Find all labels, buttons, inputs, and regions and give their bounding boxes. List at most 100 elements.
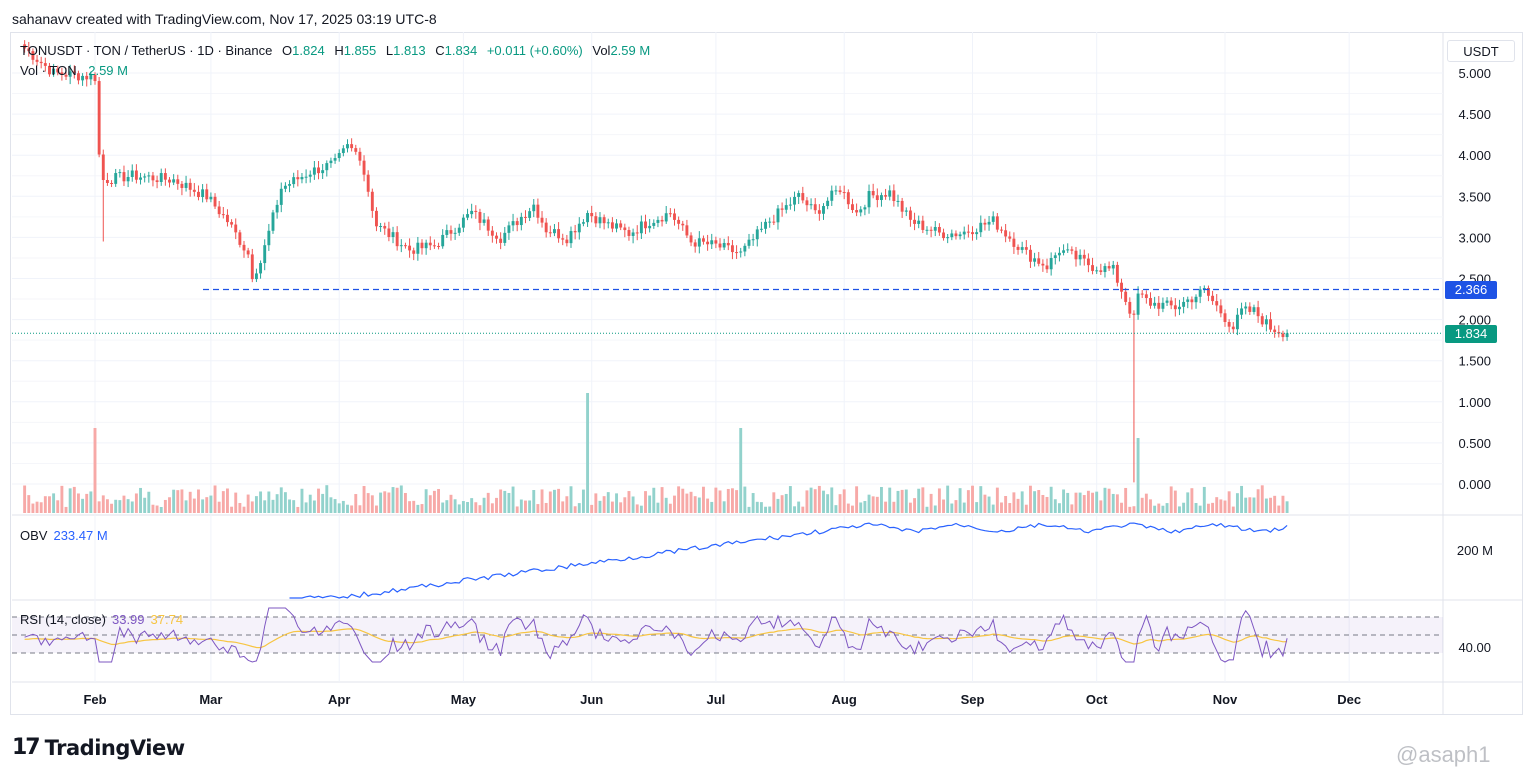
candle-body (639, 221, 643, 234)
candle-body (668, 213, 672, 215)
volume-bar (383, 491, 387, 513)
candle-body (482, 219, 486, 223)
candle-body (1178, 306, 1181, 310)
candle-body (1053, 255, 1057, 259)
candle-body (1111, 264, 1115, 269)
volume-bar (238, 502, 242, 513)
candle-body (126, 176, 130, 182)
candle-body (913, 219, 917, 224)
volume-bar (826, 494, 830, 513)
volume-bar (147, 491, 151, 513)
obv-value: 233.47 M (53, 528, 108, 543)
volume-bar (971, 485, 974, 513)
volume-bar (350, 505, 354, 513)
candle-body (217, 206, 221, 215)
candle-body (408, 245, 412, 251)
candle-body (867, 191, 871, 208)
volume-bar (48, 496, 51, 513)
month-label: Mar (199, 692, 222, 707)
volume-bar (747, 506, 751, 513)
candle-body (155, 180, 159, 183)
volume-bar (635, 504, 639, 513)
candle-body (139, 177, 142, 180)
candle-body (693, 242, 697, 247)
candle-body (946, 237, 950, 239)
candle-body (656, 219, 660, 223)
volume-bar (735, 490, 739, 513)
candle-body (1173, 305, 1177, 310)
candle-body (983, 222, 987, 225)
candle-body (954, 233, 958, 237)
volume-bar (954, 500, 958, 513)
candle-body (110, 182, 114, 184)
volume-bar (499, 489, 503, 513)
volume-bar (1057, 503, 1061, 513)
low-label: L (385, 43, 394, 58)
volume-bar (143, 497, 147, 513)
candle-body (921, 220, 925, 230)
candle-body (664, 213, 668, 222)
candle-body (474, 210, 478, 213)
open-value: 1.824 (292, 43, 325, 58)
candle-body (842, 192, 846, 194)
candle-body (234, 224, 238, 233)
volume-bar (408, 501, 412, 513)
candle-body (350, 144, 354, 149)
candle-body (1219, 305, 1223, 314)
watermark-text: @asaph1 (1396, 742, 1491, 767)
candle-body (635, 232, 639, 234)
candle-body (822, 206, 825, 214)
candle-body (908, 210, 912, 220)
candle-body (524, 216, 527, 218)
candle-body (457, 227, 461, 233)
candle-body (1020, 247, 1024, 250)
candle-body (321, 170, 325, 174)
candle-body (1161, 302, 1165, 309)
volume-bar (428, 495, 432, 513)
volume-bar (126, 499, 130, 513)
volume-bar (1178, 506, 1181, 513)
month-label: Dec (1337, 692, 1361, 707)
volume-bar (1115, 494, 1119, 513)
candle-body (1132, 313, 1136, 315)
candle-body (499, 238, 503, 243)
month-label: Aug (832, 692, 857, 707)
volume-bar (1281, 495, 1285, 513)
candle-body (370, 191, 374, 211)
candle-body (254, 273, 258, 280)
candle-body (341, 148, 345, 154)
volume-bar (1173, 490, 1177, 513)
rsi-ma-value: 37.74 (150, 612, 184, 627)
candle-body (606, 222, 610, 224)
tradingview-logo[interactable]: 17 TradingView (12, 735, 185, 760)
candle-body (428, 242, 432, 246)
volume-bar (1074, 492, 1078, 513)
tradingview-logo-icon: 17 (12, 735, 41, 760)
currency-selector[interactable]: USDT (1447, 40, 1515, 62)
volume-bar (577, 503, 581, 513)
candle-body (1227, 322, 1231, 327)
candle-body (242, 244, 246, 251)
candle-body (553, 229, 556, 234)
volume-bar (780, 495, 784, 513)
volume-bar (859, 502, 863, 513)
candle-body (896, 200, 900, 202)
candle-body (714, 240, 718, 244)
volume-bar (474, 502, 478, 513)
volume-bar (201, 499, 205, 513)
volume-bar (60, 485, 64, 513)
volume-bar (114, 499, 118, 513)
candle-body (221, 214, 225, 216)
candle-body (557, 229, 561, 239)
volume-bar (846, 503, 850, 513)
volume-bar (739, 428, 743, 513)
candle-body (250, 254, 254, 280)
volume-bar (56, 500, 60, 513)
volume-bar (1202, 486, 1206, 513)
volume-bar (822, 490, 825, 513)
candle-body (929, 229, 933, 231)
candle-body (68, 71, 72, 77)
rsi-legend: RSI (14, close) 33.99 37.74 (20, 612, 183, 627)
candle-body (64, 74, 68, 77)
